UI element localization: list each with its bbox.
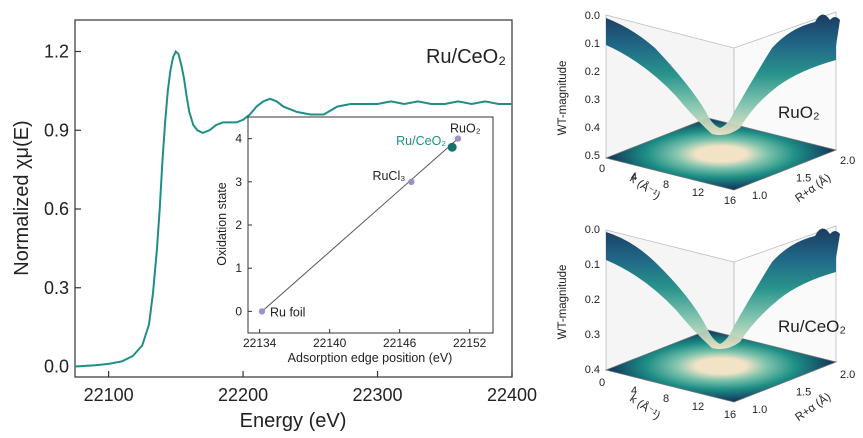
inset-x-axis-ticks: 22134 22140 22146 22152 — [243, 329, 487, 350]
wt-top-r-tick-label: 2.0 — [840, 155, 855, 167]
inset-y-tick-label: 3 — [235, 175, 242, 189]
inset-point-rucl- — [408, 178, 415, 185]
wt-bottom-r-tick-label: 1.5 — [796, 387, 811, 399]
main-y-tick-label: 1.2 — [44, 42, 69, 62]
inset-x-tick-label: 22146 — [383, 336, 417, 350]
inset-fit-line — [261, 138, 459, 312]
wt-bottom-k-tick-label: 16 — [724, 409, 736, 421]
wt-bottom-z-tick-label: 0.4 — [585, 364, 600, 376]
inset-point-ru-foil — [258, 308, 266, 315]
main-x-tick-label: 22400 — [487, 385, 537, 405]
wt-bottom-z-axis-title: WT-magnitude — [557, 265, 569, 340]
wt-top-k-ticks: 0 4 8 12 16 — [599, 163, 736, 207]
wt-top-z-tick-label: 0.5 — [585, 150, 600, 162]
wt-top-k-axis-title: k (Å⁻¹) — [627, 172, 663, 202]
wt-bottom-r-ticks: 1.0 1.5 2.0 — [752, 369, 855, 416]
main-x-tick-label: 22300 — [353, 385, 403, 405]
wt-bottom-k-tick-label: 8 — [663, 393, 669, 405]
wt-top-k-tick-label: 12 — [692, 187, 704, 199]
inset-x-tick-label: 22152 — [453, 336, 487, 350]
wt-top-z-tick-label: 0.1 — [585, 38, 600, 50]
inset-point-ru-ceo- — [447, 142, 457, 152]
wt-top-z-tick-label: 0.3 — [585, 94, 600, 106]
wt-top-z-ticks: 0.0 0.1 0.2 0.3 0.4 0.5 — [585, 10, 600, 162]
xanes-main-panel: 22100 22200 22300 22400 0.0 0.3 0.6 0.9 1.2 Ene… — [11, 19, 537, 432]
main-x-axis-title: Energy (eV) — [240, 410, 347, 432]
inset-point-label: Ru/CeO₂ — [396, 134, 446, 148]
inset-y-tick-label: 4 — [235, 132, 242, 146]
main-sample-annotation: Ru/CeO₂ — [426, 46, 506, 68]
wt-top-r-tick-label: 1.5 — [796, 173, 811, 185]
wt-top-z-tick-label: 0.4 — [585, 122, 600, 134]
inset-y-tick-label: 1 — [235, 261, 242, 275]
inset-y-tick-label: 2 — [235, 218, 242, 232]
wt-top-z-tick-label: 0.0 — [585, 10, 600, 22]
wt-top-surface — [606, 14, 840, 136]
wt-bottom-z-tick-label: 0.1 — [585, 259, 600, 271]
wt-top-r-ticks: 1.0 1.5 2.0 — [752, 155, 855, 202]
wt-surface-bottom: 0.0 0.1 0.2 0.3 0.4 0 4 8 12 16 1.0 1.5 2.0 WT-mag… — [557, 224, 855, 424]
inset-background — [248, 117, 493, 333]
inset-point-label: RuCl₃ — [372, 169, 405, 183]
wt-top-floor — [604, 117, 838, 191]
wt-bottom-r-tick-label: 2.0 — [840, 369, 855, 381]
xanes-spectrum-line — [74, 49, 512, 368]
inset-x-axis-title: Adsorption edge position (eV) — [288, 351, 453, 365]
main-y-tick-label: 0.3 — [44, 278, 69, 298]
inset-point-label: Ru foil — [270, 305, 305, 319]
main-x-tick-label: 22200 — [218, 385, 268, 405]
inset-y-axis-title: Oxidation state — [215, 182, 229, 265]
inset-point-label: RuO₂ — [450, 122, 481, 136]
wt-bottom-floor — [604, 329, 838, 403]
wt-bottom-k-ticks: 0 4 8 12 16 — [599, 377, 736, 421]
inset-x-tick-label: 22134 — [243, 336, 277, 350]
wt-bottom-r-tick-label: 1.0 — [752, 404, 767, 416]
wt-bottom-k-axis-title: k (Å⁻¹) — [627, 392, 663, 422]
main-y-tick-label: 0.6 — [44, 199, 69, 219]
wt-bottom-k-tick-label: 4 — [631, 385, 637, 397]
wt-bottom-surface — [606, 228, 840, 350]
wt-top-sample-annotation: RuO₂ — [778, 103, 820, 122]
wt-bottom-sample-annotation: Ru/CeO₂ — [778, 317, 846, 336]
wt-top-k-tick-label: 8 — [663, 179, 669, 191]
wt-bottom-z-ticks: 0.0 0.1 0.2 0.3 0.4 — [585, 224, 600, 376]
inset-x-tick-label: 22140 — [313, 336, 347, 350]
wt-bottom-z-tick-label: 0.3 — [585, 329, 600, 341]
main-x-tick-label: 22100 — [84, 385, 134, 405]
main-x-axis-ticks: 22100 22200 22300 22400 — [84, 371, 537, 405]
wt-top-r-tick-label: 1.0 — [752, 190, 767, 202]
wt-top-z-tick-label: 0.2 — [585, 66, 600, 78]
main-plot-frame — [74, 19, 513, 378]
main-y-tick-label: 0.0 — [44, 357, 69, 377]
inset-y-tick-label: 0 — [235, 304, 242, 318]
wt-surface-top: 0.0 0.1 0.2 0.3 0.4 0.5 0 4 8 12 16 1.0 1.5 2.0 WT-… — [557, 10, 855, 207]
wt-bottom-k-tick-label: 12 — [692, 401, 704, 413]
main-y-tick-label: 0.9 — [44, 120, 69, 140]
inset-y-axis-ticks: 0 1 2 3 4 — [235, 132, 252, 318]
wt-top-k-tick-label: 16 — [724, 195, 736, 207]
inset-point-ruo- — [454, 135, 462, 142]
wt-bottom-z-tick-label: 0.2 — [585, 294, 600, 306]
inset-points: Ru foil RuCl₃ RuO₂ Ru/CeO₂ — [258, 122, 481, 319]
wt-top-k-tick-label: 4 — [631, 171, 637, 183]
wt-bottom-k-tick-label: 0 — [599, 377, 605, 389]
main-y-axis-title: Normalized χμ(E) — [11, 120, 33, 275]
wt-top-k-tick-label: 0 — [599, 163, 605, 175]
wt-bottom-z-tick-label: 0.0 — [585, 224, 600, 236]
wt-top-z-axis-title: WT-magnitude — [557, 61, 569, 136]
